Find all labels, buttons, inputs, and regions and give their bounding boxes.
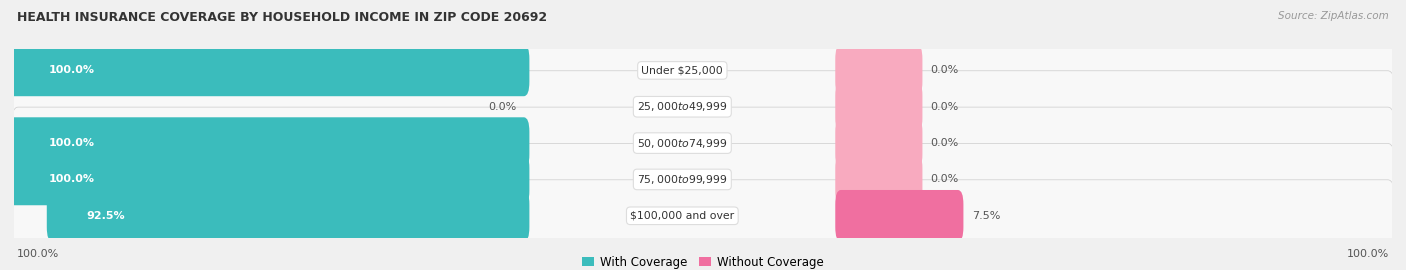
FancyBboxPatch shape bbox=[11, 143, 1395, 215]
Text: 100.0%: 100.0% bbox=[48, 138, 94, 148]
Text: 7.5%: 7.5% bbox=[972, 211, 1000, 221]
FancyBboxPatch shape bbox=[8, 45, 530, 96]
Text: $100,000 and over: $100,000 and over bbox=[630, 211, 734, 221]
FancyBboxPatch shape bbox=[11, 180, 1395, 252]
Text: 0.0%: 0.0% bbox=[931, 65, 959, 75]
Text: 100.0%: 100.0% bbox=[48, 65, 94, 75]
Text: $50,000 to $74,999: $50,000 to $74,999 bbox=[637, 137, 727, 150]
FancyBboxPatch shape bbox=[835, 154, 922, 205]
FancyBboxPatch shape bbox=[835, 117, 922, 169]
FancyBboxPatch shape bbox=[835, 190, 963, 242]
FancyBboxPatch shape bbox=[835, 45, 922, 96]
FancyBboxPatch shape bbox=[46, 190, 530, 242]
FancyBboxPatch shape bbox=[8, 154, 530, 205]
Text: 92.5%: 92.5% bbox=[87, 211, 125, 221]
FancyBboxPatch shape bbox=[11, 71, 1395, 143]
Text: 100.0%: 100.0% bbox=[48, 174, 94, 184]
FancyBboxPatch shape bbox=[11, 35, 1395, 106]
Text: Source: ZipAtlas.com: Source: ZipAtlas.com bbox=[1278, 11, 1389, 21]
FancyBboxPatch shape bbox=[8, 117, 530, 169]
Text: HEALTH INSURANCE COVERAGE BY HOUSEHOLD INCOME IN ZIP CODE 20692: HEALTH INSURANCE COVERAGE BY HOUSEHOLD I… bbox=[17, 11, 547, 24]
Text: 0.0%: 0.0% bbox=[931, 174, 959, 184]
Text: 100.0%: 100.0% bbox=[17, 249, 59, 259]
Text: $75,000 to $99,999: $75,000 to $99,999 bbox=[637, 173, 727, 186]
Text: 0.0%: 0.0% bbox=[489, 102, 517, 112]
Text: Under $25,000: Under $25,000 bbox=[641, 65, 723, 75]
Text: 0.0%: 0.0% bbox=[931, 138, 959, 148]
Legend: With Coverage, Without Coverage: With Coverage, Without Coverage bbox=[578, 251, 828, 270]
FancyBboxPatch shape bbox=[11, 107, 1395, 179]
Text: $25,000 to $49,999: $25,000 to $49,999 bbox=[637, 100, 727, 113]
Text: 0.0%: 0.0% bbox=[931, 102, 959, 112]
FancyBboxPatch shape bbox=[835, 81, 922, 133]
Text: 100.0%: 100.0% bbox=[1347, 249, 1389, 259]
